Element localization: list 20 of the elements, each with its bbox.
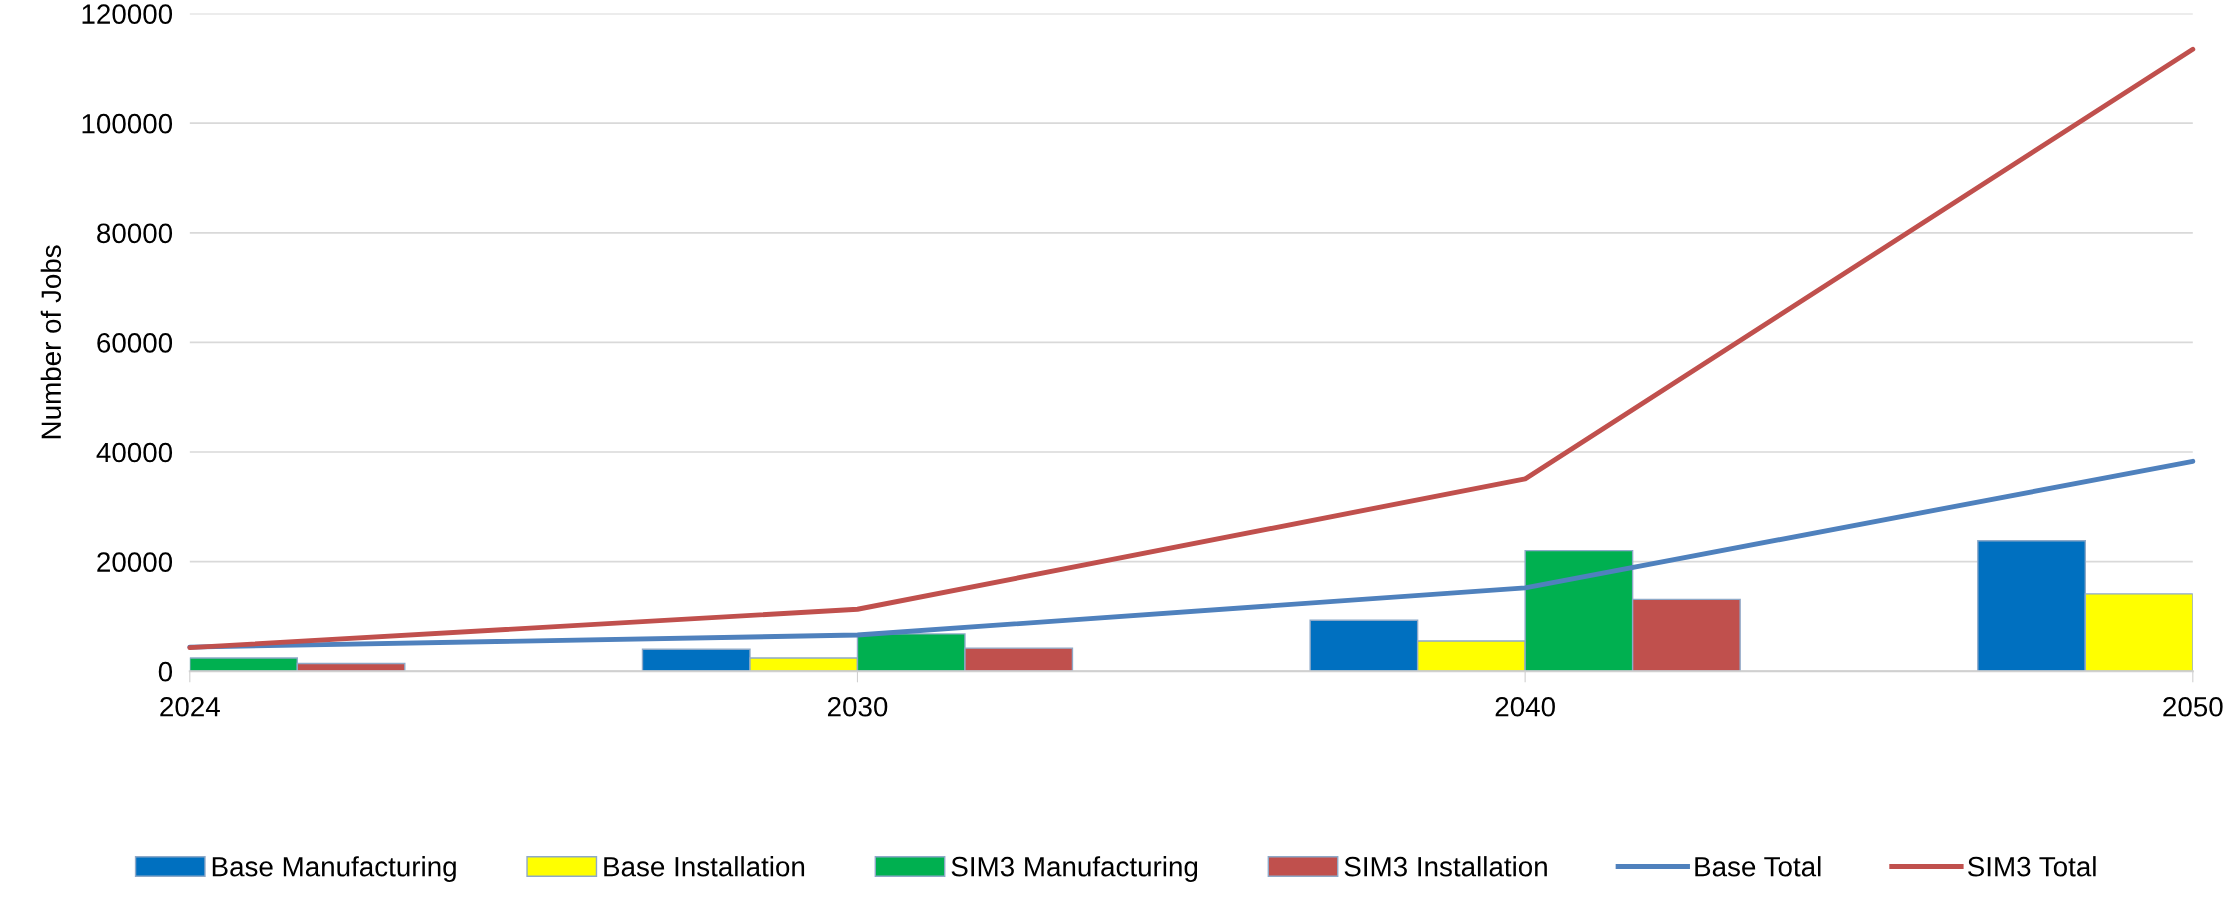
legend-label: Base Total	[1695, 856, 1821, 877]
y-tick-label: 80000	[97, 223, 173, 244]
y-tick-label: 20000	[97, 552, 173, 572]
line-series	[187, 458, 2196, 650]
x-tick-label: 2030	[827, 696, 888, 717]
line-series	[187, 46, 2196, 651]
legend-label: Base Installation	[604, 856, 805, 877]
legend-label: SIM3 Total	[1967, 856, 2096, 877]
legend-label: Base Manufacturing	[212, 856, 456, 882]
legend-label: SIM3 Installation	[1344, 856, 1547, 877]
legend-label: SIM3 Manufacturing	[951, 856, 1198, 882]
y-tick-label: 100000	[82, 113, 173, 134]
y-tick-label: 40000	[96, 442, 173, 463]
x-tick-label: 2024	[160, 696, 220, 717]
y-tick-label: 0	[158, 661, 173, 682]
x-tick-label: 2040	[1495, 696, 1555, 717]
y-tick-label: 120000	[82, 4, 173, 24]
y-axis-title: Number of Jobs	[40, 245, 62, 439]
y-tick-label: 60000	[97, 333, 173, 353]
x-tick-label: 2050	[2163, 696, 2223, 717]
